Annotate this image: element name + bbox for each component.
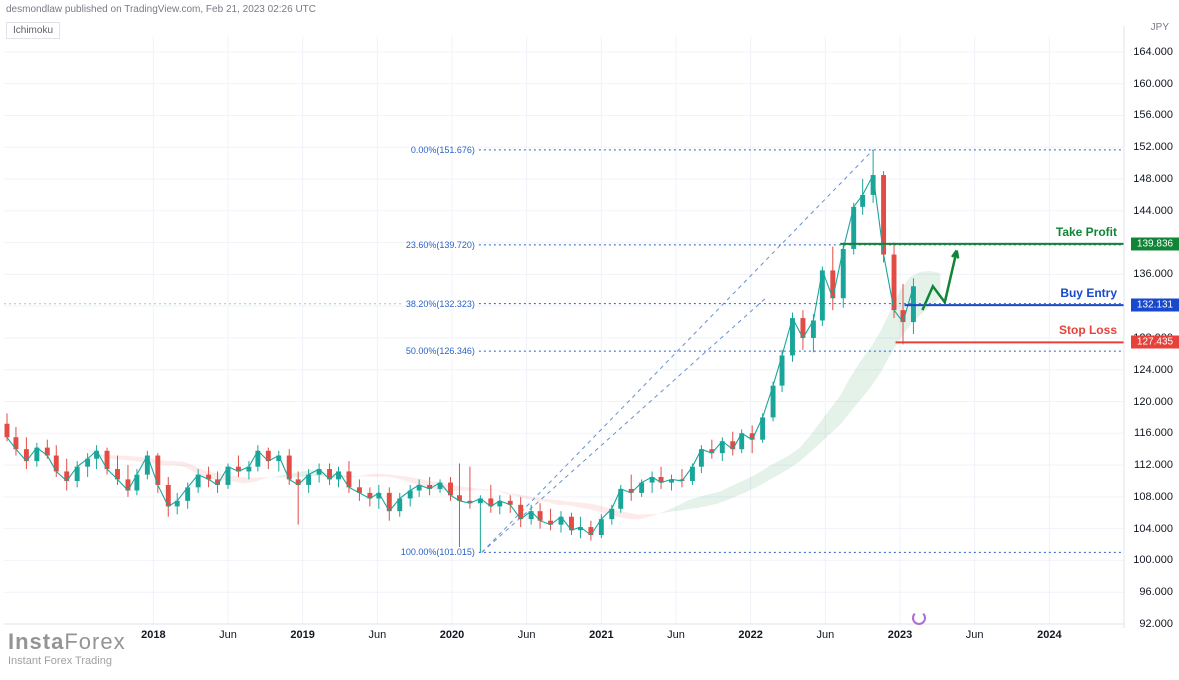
indicator-label[interactable]: Ichimoku [6,22,60,39]
x-axis-label: Jun [518,629,536,641]
fib-level-label: 50.00%(126.346) [404,346,477,356]
fib-level-label: 23.60%(139.720) [404,240,477,250]
x-axis-label: Jun [368,629,386,641]
refresh-icon[interactable] [912,611,926,625]
buy-entry-badge: 132.131 [1131,299,1179,312]
x-axis-label: 2024 [1037,629,1061,641]
x-axis-label: 2021 [589,629,613,641]
y-axis-label: 96.000 [1139,586,1173,598]
x-axis-label: Jun [667,629,685,641]
x-axis-label: 2020 [440,629,464,641]
y-axis-label: 152.000 [1133,141,1173,153]
watermark: InstaForex Instant Forex Trading [8,629,126,667]
stop-loss-badge: 127.435 [1131,336,1179,349]
y-axis-label: 160.000 [1133,78,1173,90]
x-axis-label: 2022 [738,629,762,641]
y-axis-label: 164.000 [1133,46,1173,58]
take-profit-label: Take Profit [1056,225,1117,239]
x-axis-label: 2018 [141,629,165,641]
fib-level-label: 100.00%(101.015) [399,547,477,557]
y-axis-label: 136.000 [1133,268,1173,280]
buy-entry-label: Buy Entry [1060,286,1117,300]
y-axis-label: 148.000 [1133,173,1173,185]
fib-level-label: 0.00%(151.676) [409,145,477,155]
y-axis-label: 120.000 [1133,396,1173,408]
currency-label: JPY [1151,22,1169,33]
x-axis-label: Jun [816,629,834,641]
take-profit-badge: 139.836 [1131,237,1179,250]
y-axis-label: 144.000 [1133,205,1173,217]
y-axis-label: 108.000 [1133,491,1173,503]
y-axis-label: 112.000 [1134,459,1173,471]
stop-loss-label: Stop Loss [1059,323,1117,337]
y-axis-label: 116.000 [1134,427,1173,439]
publisher-text: desmondlaw published on TradingView.com,… [6,4,316,15]
fib-level-label: 38.20%(132.323) [404,299,477,309]
x-axis-label: 2019 [290,629,314,641]
chart-container: 92.000 96.000 100.000 104.000 108.000 112.000… [0,0,1179,675]
y-axis-label: 92.000 [1139,618,1173,630]
y-axis-label: 124.000 [1133,364,1173,376]
x-axis-label: 2023 [888,629,912,641]
x-axis-label: Jun [966,629,984,641]
y-axis-label: 156.000 [1133,109,1173,121]
price-chart[interactable] [0,0,1179,675]
x-axis-label: Jun [219,629,237,641]
y-axis-label: 100.000 [1133,554,1173,566]
y-axis-label: 104.000 [1133,523,1173,535]
